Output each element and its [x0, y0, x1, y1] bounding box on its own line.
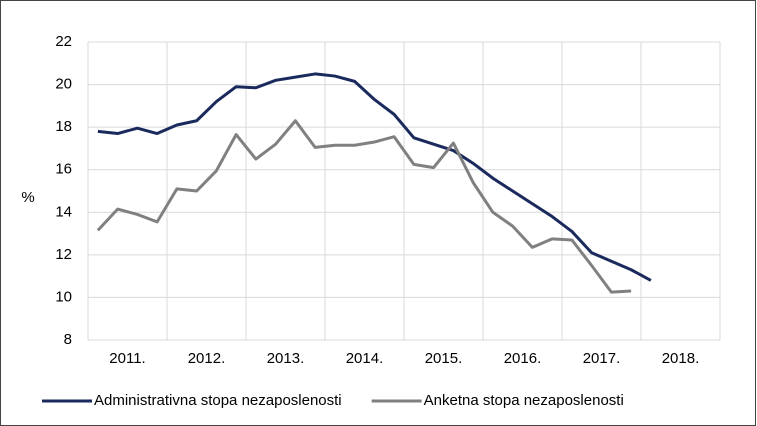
- x-tick-label: 2013.: [267, 350, 305, 367]
- x-tick-label: 2012.: [188, 350, 226, 367]
- y-tick-label: 12: [55, 246, 72, 263]
- x-tick-label: 2011.: [109, 350, 145, 367]
- series-line: [97, 72, 652, 282]
- y-tick-label: 18: [55, 118, 72, 135]
- y-tick-label: 22: [55, 33, 72, 50]
- legend-label: Anketna stopa nezaposlenosti: [424, 392, 624, 409]
- y-tick-label: 14: [55, 203, 72, 220]
- x-tick-label: 2017.: [583, 350, 621, 367]
- series-line: [96, 119, 632, 294]
- x-tick-label: 2014.: [346, 350, 384, 367]
- legend-label: Administrativna stopa nezaposlenosti: [94, 392, 342, 409]
- y-tick-label: 20: [55, 76, 72, 93]
- y-tick-label: 16: [55, 161, 72, 178]
- x-tick-label: 2015.: [425, 350, 463, 367]
- y-axis-label: %: [21, 189, 34, 206]
- y-tick-label: 10: [55, 288, 72, 305]
- x-tick-label: 2016.: [504, 350, 542, 367]
- x-tick-label: 2018.: [662, 350, 700, 367]
- y-tick-label: 8: [64, 331, 72, 348]
